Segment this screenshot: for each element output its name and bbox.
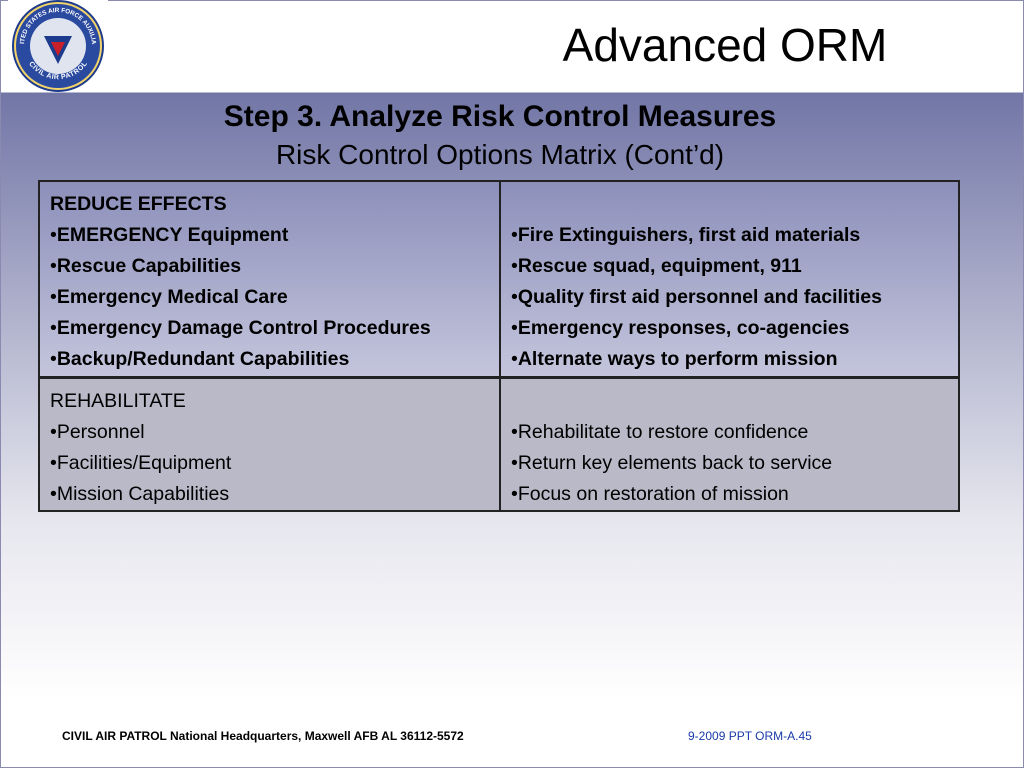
logo: UNITED STATES AIR FORCE AUXILIARY CIVIL … (6, 0, 108, 92)
slide-title: Advanced ORM (562, 19, 888, 71)
bullet-item: Mission Capabilities (50, 479, 489, 510)
bullet-item: Fire Extinguishers, first aid materials (511, 220, 948, 251)
row-label: REHABILITATE (50, 390, 186, 412)
bullet-item: Return key elements back to service (511, 448, 948, 479)
footer-right: 9-2009 PPT ORM-A.45 (688, 729, 812, 743)
bullet-item: Emergency Medical Care (50, 282, 489, 313)
bullet-item: Emergency responses, co-agencies (511, 313, 948, 344)
matrix-table: REDUCE EFFECTSEMERGENCY EquipmentRescue … (38, 180, 960, 512)
left-cell: REDUCE EFFECTS EMERGENCY EquipmentRescue … (40, 182, 501, 376)
bullet-item: Rescue Capabilities (50, 251, 489, 282)
heading-subtitle: Risk Control Options Matrix (Cont’d) (275, 139, 725, 170)
bullet-item: Focus on restoration of mission (511, 479, 948, 510)
bullet-item: Emergency Damage Control Procedures (50, 313, 489, 344)
bullet-item: Alternate ways to perform mission (511, 344, 948, 375)
logo-graphic: UNITED STATES AIR FORCE AUXILIARY CIVIL … (6, 0, 104, 92)
bullet-item: Personnel (50, 417, 489, 448)
table-row: REDUCE EFFECTSEMERGENCY EquipmentRescue … (40, 182, 958, 376)
table-row: REHABILITATE PersonnelFacilities/Equipmen… (40, 376, 958, 510)
logo-prop (51, 42, 65, 56)
bullet-item: Rescue squad, equipment, 911 (511, 251, 948, 282)
footer-left: CIVIL AIR PATROL National Headquarters, … (62, 729, 464, 743)
heading: Step 3. Analyze Risk Control Measures Ri… (0, 98, 1000, 174)
heading-title: Step 3. Analyze Risk Control Measures (223, 100, 777, 133)
row-label: REDUCE EFFECTS (50, 193, 227, 215)
bullet-item: EMERGENCY Equipment (50, 220, 489, 251)
bullet-item: Quality first aid personnel and faciliti… (511, 282, 948, 313)
bullet-item: Facilities/Equipment (50, 448, 489, 479)
left-cell: REHABILITATE PersonnelFacilities/Equipmen… (40, 379, 501, 510)
right-cell: Rehabilitate to restore confidenceReturn… (501, 379, 958, 510)
bullet-item: Rehabilitate to restore confidence (511, 417, 948, 448)
right-cell: Fire Extinguishers, first aid materialsR… (501, 182, 958, 376)
bullet-item: Backup/Redundant Capabilities (50, 344, 489, 375)
